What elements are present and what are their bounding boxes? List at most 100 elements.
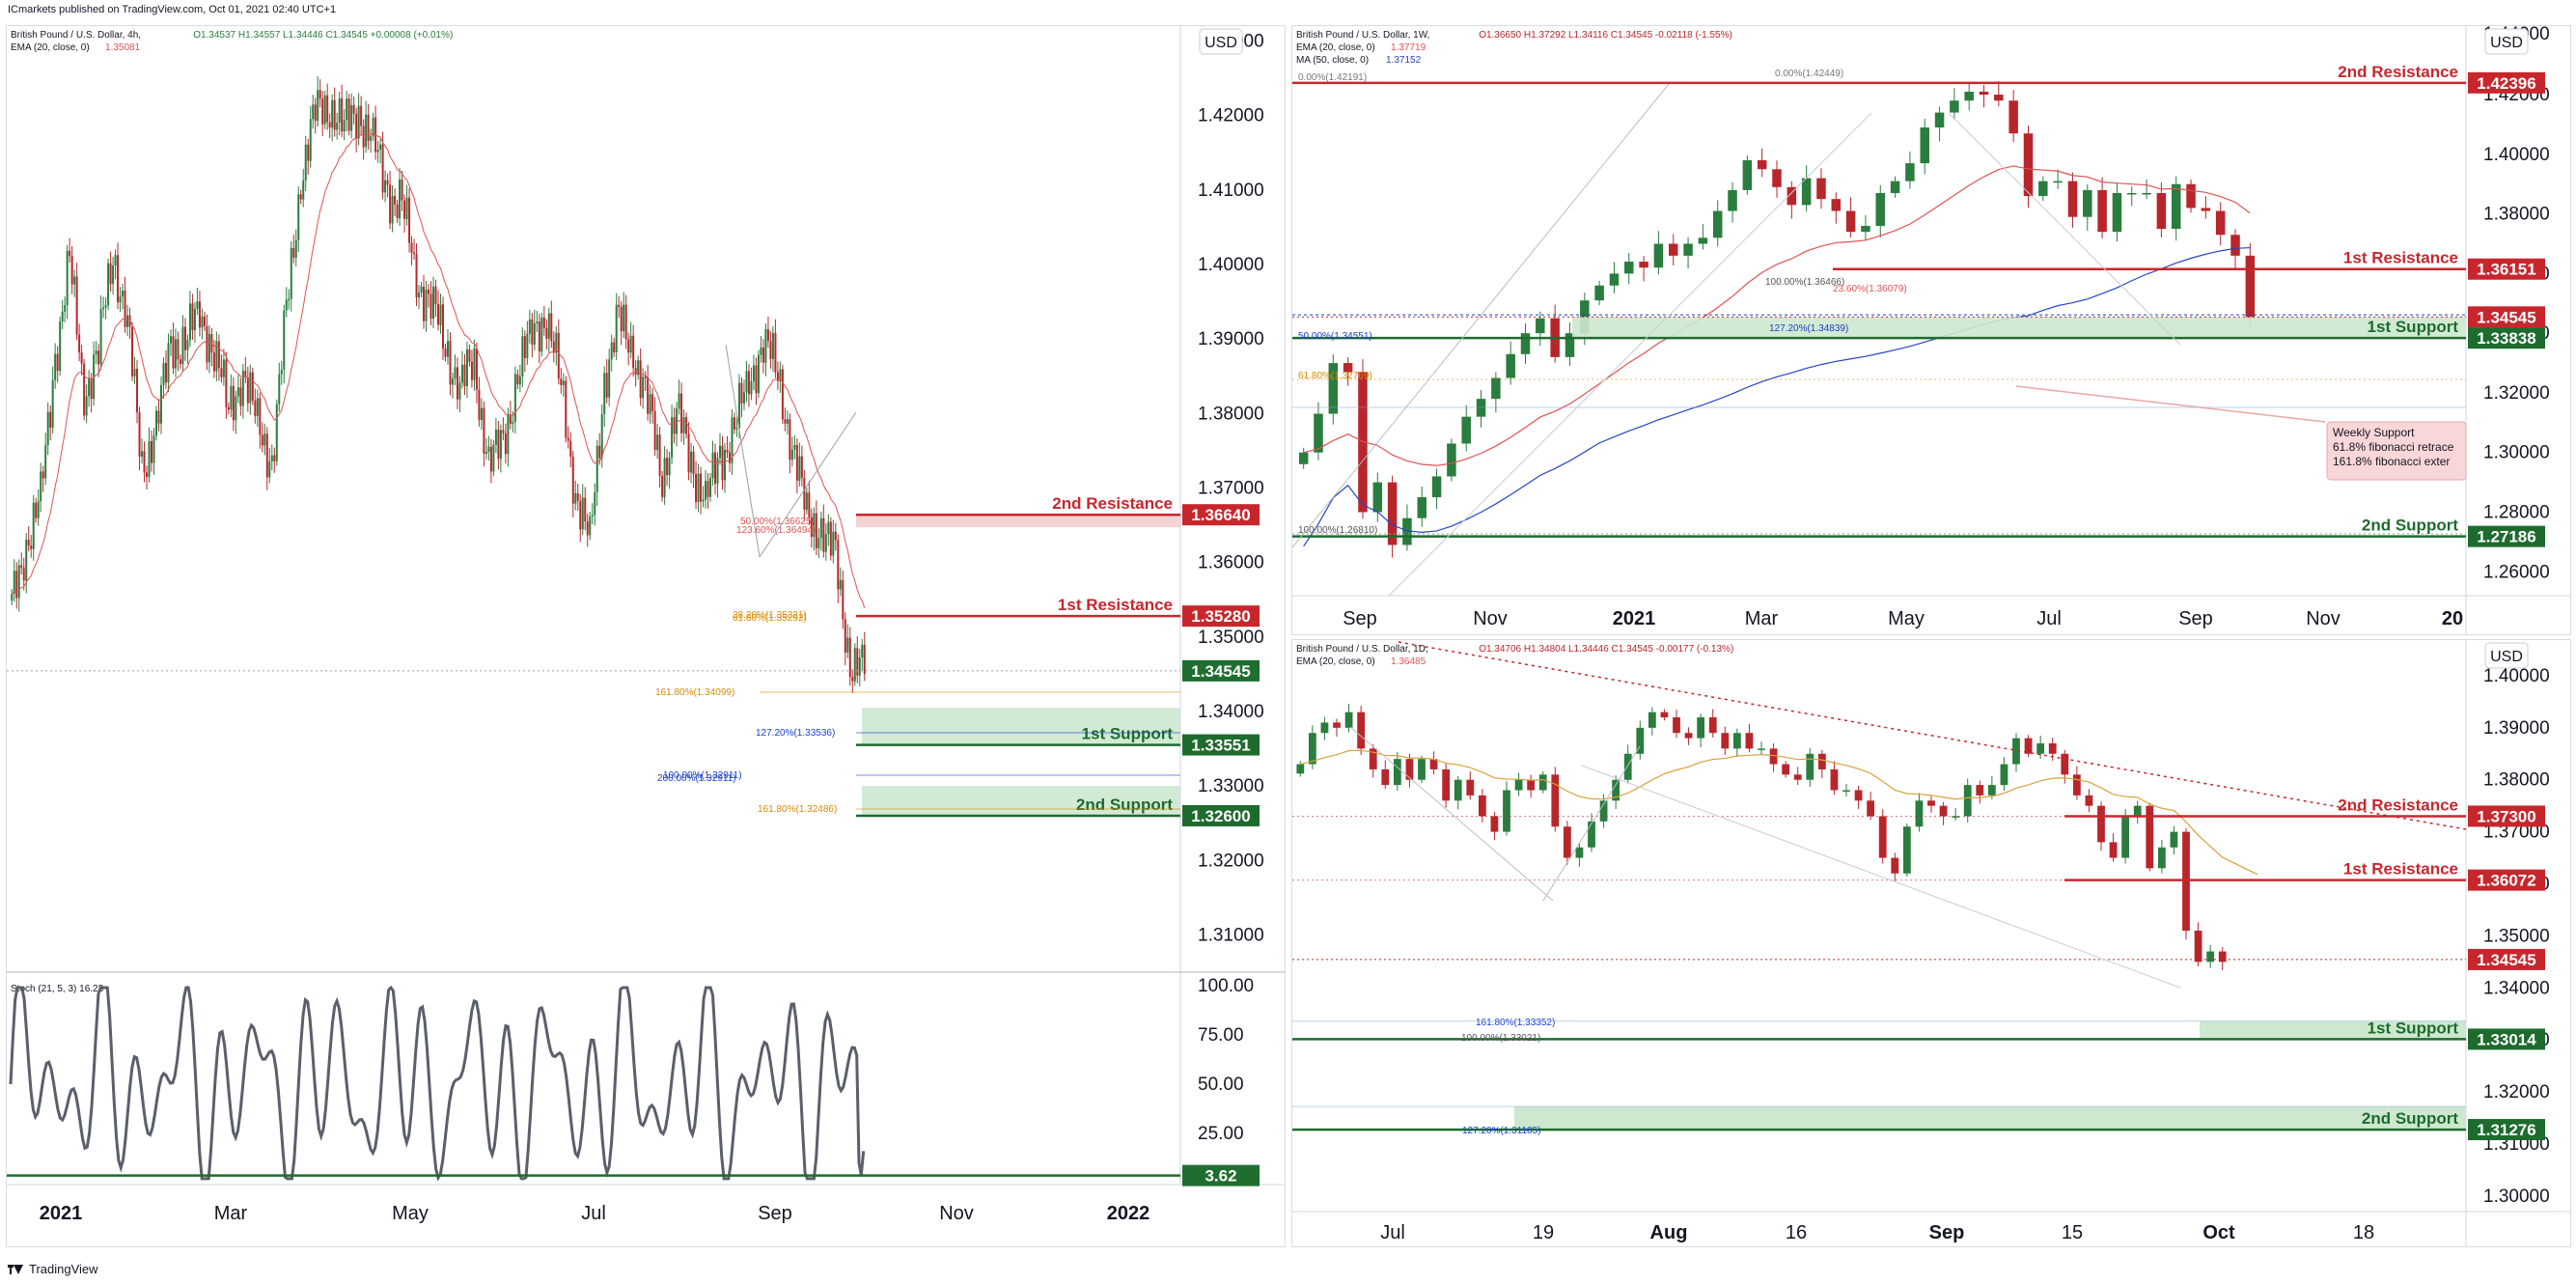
h4-candle — [297, 194, 300, 240]
h4-candle — [186, 340, 189, 350]
w1-note-pointer — [2015, 385, 2326, 423]
chart-1w-svg[interactable]: 1.420001.400001.380001.360001.340001.320… — [1291, 24, 2570, 634]
time-tick-label: 18 — [2353, 1222, 2374, 1243]
chart-4h-svg[interactable]: 1.430001.420001.410001.400001.390001.380… — [7, 26, 1285, 1246]
chart-panel-1w[interactable]: 1.420001.400001.380001.360001.340001.320… — [1291, 24, 2571, 635]
h4-level-price-box — [1182, 605, 1260, 628]
h4-candle — [17, 565, 20, 599]
h4-candle — [576, 493, 579, 501]
h4-candle — [408, 197, 411, 243]
w1-candle — [1698, 237, 1708, 244]
h4-candle — [352, 104, 355, 114]
time-tick-label: 2021 — [40, 1203, 83, 1224]
h4-candle — [441, 304, 444, 349]
h4-candle — [117, 255, 120, 303]
h4-candle — [372, 117, 374, 137]
w1-candle — [2245, 255, 2256, 319]
h4-candle — [280, 369, 283, 375]
time-tick-label: May — [392, 1203, 429, 1224]
h4-candle — [784, 419, 787, 424]
currency-button — [2484, 642, 2529, 669]
h4-candle — [32, 502, 35, 549]
time-tick-label: Sep — [2178, 608, 2213, 629]
h4-candle — [157, 410, 160, 424]
d1-candle — [1575, 847, 1584, 858]
w1-candle — [2038, 181, 2048, 197]
h4-candle — [365, 114, 368, 148]
h4-candle — [615, 304, 618, 352]
h4-candle — [682, 417, 685, 433]
d1-candle — [1588, 821, 1595, 848]
h4-candle — [444, 348, 447, 357]
chart-panel-1d[interactable]: 1.400001.390001.380001.370001.360001.350… — [1291, 639, 2571, 1247]
h4-candle — [410, 242, 413, 253]
d1-level-price-box — [2468, 869, 2545, 891]
d1-candle — [1902, 826, 1911, 874]
w1-note-box — [2326, 421, 2467, 481]
d1-candle — [1538, 774, 1547, 791]
h4-candle — [832, 531, 835, 556]
h4-candle — [846, 637, 849, 653]
h4-candle — [714, 452, 717, 485]
d1-candle — [1357, 712, 1366, 749]
h4-candle — [206, 325, 208, 363]
h4-candle — [449, 341, 452, 385]
time-tick-label: Nov — [939, 1203, 974, 1224]
price-tick-label: 1.34000 — [1198, 702, 1264, 722]
d1-fib-label: 127.20%(1.31185) — [1462, 1126, 1541, 1136]
price-tick-label: 1.30000 — [2483, 1186, 2550, 1207]
h4-candle — [480, 407, 483, 420]
chart-panel-4h[interactable]: 1.430001.420001.410001.400001.390001.380… — [6, 25, 1286, 1247]
h4-candle — [608, 359, 611, 398]
h4-candle — [122, 290, 125, 297]
legend-ema-label: EMA (20, close, 0) — [1296, 656, 1375, 667]
h4-candle — [437, 303, 439, 325]
h4-candle — [97, 350, 100, 365]
h4-candle — [167, 343, 170, 383]
d1-candle — [2012, 738, 2020, 765]
w1-candle — [1372, 482, 1383, 513]
legend-title: British Pound / U.S. Dollar, 1W, — [1296, 30, 1429, 41]
h4-candle — [128, 315, 131, 327]
h4-candle — [333, 99, 336, 130]
h4-candle — [379, 144, 382, 151]
d1-candle — [1442, 768, 1451, 801]
d1-candle — [1878, 816, 1887, 858]
h4-candle — [251, 372, 254, 401]
time-tick-label: Mar — [1745, 608, 1779, 629]
h4-fib-label: 161.80%(1.32486) — [758, 804, 837, 815]
d1-level-price-label: 1.31276 — [2477, 1121, 2535, 1139]
d1-candle — [1344, 712, 1353, 728]
stoch-line — [9, 985, 866, 1182]
h4-candle — [278, 374, 281, 405]
d1-level-name: 1st Support — [2368, 1019, 2459, 1037]
h4-candle — [824, 534, 827, 552]
w1-ma-line — [1303, 246, 2251, 547]
h4-candle — [760, 348, 762, 355]
d1-trendline — [1349, 726, 1554, 902]
h4-candle — [620, 306, 623, 332]
footer-brand[interactable]: TradingView — [8, 1262, 98, 1276]
price-tick-label: 1.34000 — [2483, 978, 2550, 998]
d1-level-name: 2nd Support — [2362, 1109, 2458, 1128]
h4-candle — [391, 196, 394, 224]
w1-candle — [2008, 100, 2018, 134]
h4-candle — [399, 179, 402, 219]
w1-level-name: 2nd Resistance — [2338, 63, 2458, 81]
h4-candle — [66, 250, 69, 306]
h4-candle — [766, 329, 769, 342]
h4-resistance-zone — [856, 514, 1180, 528]
h4-candle — [598, 445, 601, 459]
w1-candle — [1757, 160, 1767, 170]
h4-candle — [172, 336, 175, 369]
price-tick-label: 1.40000 — [2483, 666, 2550, 686]
chart-1d-svg[interactable]: 1.400001.390001.380001.370001.360001.350… — [1292, 640, 2570, 1246]
h4-candle — [13, 571, 15, 594]
h4-candle — [85, 396, 88, 416]
h4-candle — [475, 348, 478, 390]
w1-candle — [2023, 133, 2034, 197]
h4-candle — [723, 449, 726, 481]
h4-candle — [584, 497, 587, 522]
price-tick-label: 1.37000 — [1198, 478, 1264, 498]
d1-candle — [1939, 805, 1948, 817]
